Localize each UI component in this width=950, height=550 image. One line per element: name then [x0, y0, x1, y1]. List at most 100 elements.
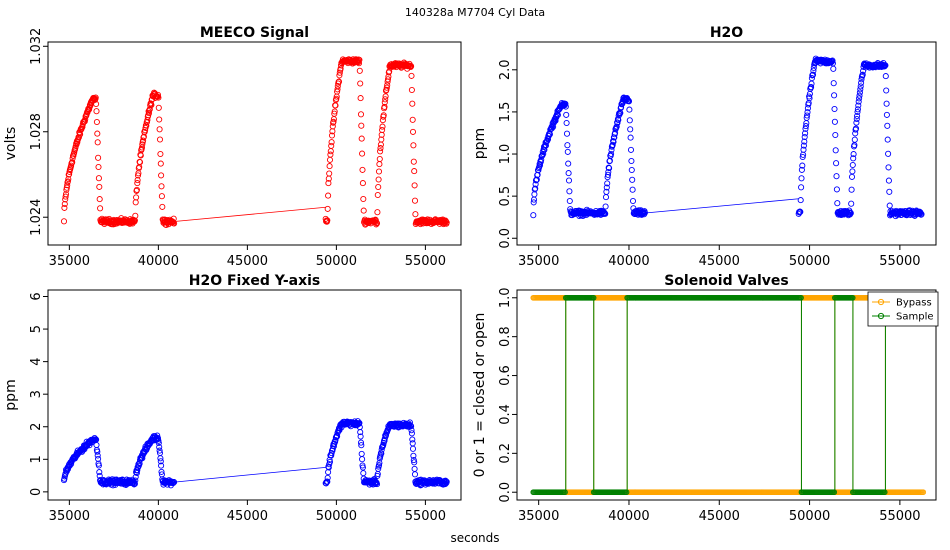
data-point-303: [804, 112, 811, 119]
data-point-243: [156, 444, 163, 451]
y-axis-label: 0 or 1 = closed or open: [472, 313, 488, 478]
x-tick-label-55000: 55000: [405, 254, 446, 269]
data-point-413: [373, 481, 381, 488]
data-point-312: [334, 86, 341, 93]
data-point-316: [335, 78, 343, 85]
data-point-243: [626, 117, 633, 124]
data-point-247: [157, 160, 164, 167]
data-point-368: [356, 419, 363, 427]
plot-frame: [516, 41, 937, 246]
data-point-89: [95, 462, 102, 469]
data-point-289: [798, 175, 805, 182]
data-point-186: [133, 186, 140, 193]
data-points: [530, 55, 925, 220]
data-point-424: [378, 450, 385, 457]
data-point-305: [331, 108, 338, 115]
data-point-200: [139, 141, 146, 148]
marker: [831, 489, 838, 496]
data-point-506: [410, 142, 417, 149]
data-point-371: [831, 92, 838, 99]
data-point-508: [411, 459, 418, 466]
data-point-187: [134, 180, 141, 187]
data-point-248: [158, 462, 165, 469]
data-point-81: [92, 94, 99, 101]
data-point-189: [605, 168, 612, 176]
y-tick-label-3: 3: [29, 390, 44, 398]
panel-meeco-signal: MEECO Signal 35000 40000 45000 50000 55000 1.0…: [3, 25, 462, 269]
data-point-370: [357, 80, 364, 87]
data-point-296: [328, 142, 335, 149]
data-point-21: [69, 159, 76, 166]
data-point-202: [610, 138, 617, 145]
data-point-506: [410, 452, 417, 459]
data-point-250: [629, 186, 636, 193]
data-point-187: [134, 467, 141, 474]
data-point-369: [356, 67, 363, 74]
data-point-504: [409, 116, 416, 123]
data-point-505: [409, 128, 417, 135]
data-point-372: [357, 111, 365, 118]
legend-label-sample: Sample: [896, 312, 934, 323]
data-point-426: [852, 125, 860, 132]
y-tick-label-1: 0.5: [498, 186, 513, 207]
data-point-293: [326, 156, 334, 163]
data-point-318: [336, 69, 343, 76]
y-tick-label-5: 1.0: [498, 287, 513, 308]
data-point-90: [565, 177, 573, 184]
data-point-92: [566, 197, 573, 205]
data-point-437: [857, 86, 864, 93]
data-point-82: [93, 100, 100, 108]
data-point-20: [538, 156, 545, 163]
data-point-503: [409, 100, 416, 107]
data-point-432: [381, 103, 388, 110]
data-point-307: [332, 436, 339, 444]
series-sample: [530, 294, 927, 496]
data-point-439: [384, 82, 391, 89]
data-point-241: [155, 437, 162, 444]
data-point-374: [832, 131, 839, 139]
data-point-0: [530, 212, 537, 219]
data-point-248: [158, 172, 165, 179]
x-tick-label-55000: 55000: [879, 509, 920, 524]
data-point-311: [334, 433, 341, 440]
data-point-19: [537, 158, 544, 165]
data-point-183: [602, 194, 610, 201]
data-point-221: [618, 104, 625, 111]
data-point-413: [373, 220, 381, 227]
data-point-510: [886, 188, 893, 195]
data-point-83: [563, 111, 570, 118]
data-point-501: [408, 72, 415, 79]
data-point-196: [608, 150, 615, 157]
data-point-500: [408, 63, 415, 70]
panel-h2o: H2O 35000 40000 45000 50000 55000 0.0 0.5 1.0 1.5…: [472, 25, 937, 269]
y-tick-label-4: 2.0: [498, 59, 513, 80]
gap-connector-line: [174, 466, 326, 483]
data-point-505: [884, 122, 891, 129]
y-tick-label-0: 0.0: [498, 228, 513, 249]
data-point-246: [627, 146, 635, 153]
data-point-591: [443, 478, 450, 485]
legend-marker-bypass: [877, 298, 885, 306]
data-point-367: [355, 60, 363, 67]
data-point-48: [549, 122, 556, 129]
data-point-430: [854, 108, 861, 116]
marker: [920, 489, 927, 496]
data-point-246: [157, 455, 164, 462]
data-point-295: [800, 142, 807, 149]
data-point-87: [95, 154, 102, 161]
data-point-210: [143, 122, 150, 129]
x-tick-label-35000: 35000: [49, 254, 90, 269]
data-point-244: [627, 126, 634, 133]
data-point-373: [358, 442, 365, 449]
data-point-502: [883, 87, 890, 94]
data-point-418: [375, 462, 383, 469]
data-point-419: [850, 155, 857, 162]
data-point-297: [801, 133, 808, 141]
data-points: [60, 418, 450, 489]
gap-connector-line: [645, 198, 799, 214]
data-point-443: [859, 71, 866, 78]
data-point-85: [94, 448, 101, 455]
data-point-214: [615, 116, 622, 124]
data-point-427: [379, 123, 386, 130]
plot-frame: [516, 289, 937, 501]
